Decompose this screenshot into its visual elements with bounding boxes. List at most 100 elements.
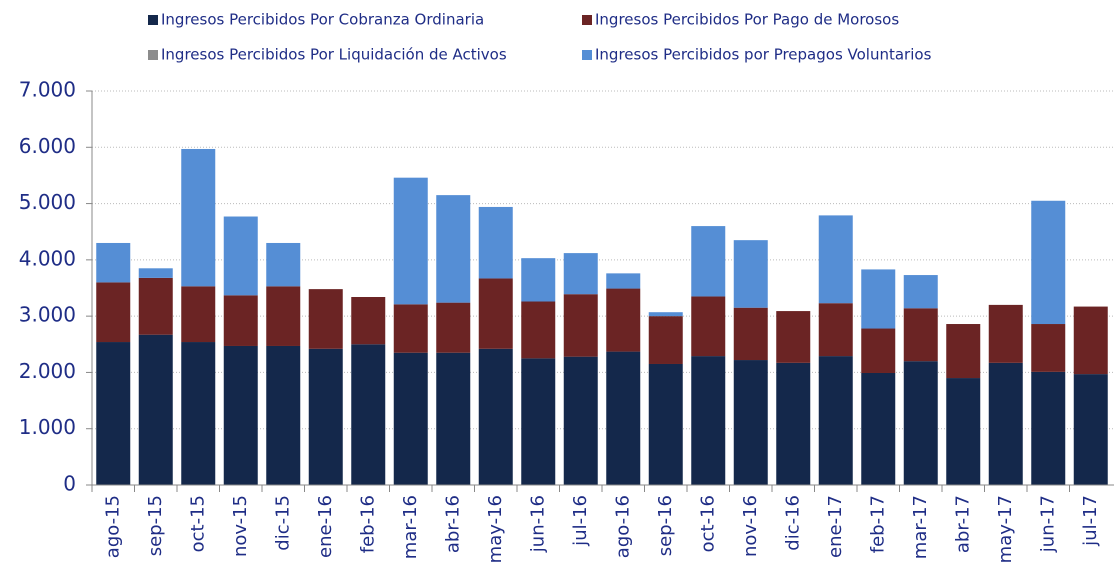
- bar-segment: [606, 351, 641, 485]
- bar-segment: [181, 286, 216, 343]
- bar-segment: [436, 302, 471, 353]
- x-tick-label: ago-16: [612, 495, 633, 558]
- legend-swatch: [582, 50, 592, 60]
- bar-segment: [903, 275, 938, 309]
- bar-segment: [478, 206, 513, 279]
- x-tick-label: nov-15: [230, 495, 251, 557]
- x-tick-label: nov-16: [740, 495, 761, 557]
- bar-segment: [1031, 371, 1066, 485]
- bar-segment: [96, 282, 131, 343]
- bar-segment: [1073, 306, 1108, 375]
- x-tick-label: abr-17: [952, 495, 973, 553]
- x-tick-label: ene-16: [315, 495, 336, 558]
- x-tick-label: abr-16: [442, 495, 463, 553]
- bar-segment: [393, 304, 428, 353]
- x-tick-label: jul-17: [1080, 495, 1101, 547]
- x-tick-label: sep-16: [655, 495, 676, 556]
- bar-segment: [521, 358, 556, 485]
- bar-segment: [733, 240, 768, 308]
- legend-swatch: [148, 15, 158, 25]
- bar-segment: [351, 297, 386, 345]
- bar-segment: [903, 308, 938, 362]
- bar-segment: [96, 342, 131, 485]
- bar-segment: [648, 312, 683, 317]
- legend-swatch: [148, 50, 158, 60]
- y-tick-label: 6.000: [19, 134, 76, 158]
- x-tick-label: ene-17: [825, 495, 846, 558]
- bar-segment: [521, 301, 556, 359]
- bar-segment: [648, 363, 683, 485]
- bar-segment: [818, 303, 853, 357]
- bar-segment: [946, 378, 981, 485]
- bar-segment: [606, 288, 641, 352]
- bar-segment: [818, 356, 853, 485]
- bar-segment: [988, 362, 1023, 485]
- x-tick-label: feb-17: [867, 495, 888, 553]
- bar-segment: [946, 324, 981, 379]
- bar-segment: [181, 342, 216, 485]
- bar-segment: [308, 289, 343, 349]
- bar-segment: [733, 360, 768, 485]
- x-tick-label: dic-15: [272, 495, 293, 551]
- x-tick-label: oct-16: [697, 495, 718, 552]
- bar-segment: [393, 177, 428, 305]
- bar-segment: [861, 328, 896, 373]
- bar-segment: [266, 345, 301, 485]
- legend-label: Ingresos Percibidos por Prepagos Volunta…: [595, 46, 932, 64]
- bar-segment: [563, 253, 598, 295]
- x-tick-label: jul-16: [570, 495, 591, 547]
- legend-swatch: [582, 15, 592, 25]
- bar-segment: [138, 277, 173, 335]
- bar-segment: [988, 304, 1023, 363]
- bar-segment: [648, 316, 683, 364]
- bar-segment: [1031, 200, 1066, 325]
- y-tick-label: 5.000: [19, 190, 76, 214]
- bar-segment: [138, 268, 173, 278]
- bar-segment: [223, 345, 258, 485]
- x-tick-label: dic-16: [782, 495, 803, 551]
- bar-segment: [776, 311, 811, 363]
- legend-label: Ingresos Percibidos Por Cobranza Ordinar…: [161, 11, 484, 29]
- bar-segment: [181, 148, 216, 287]
- bar-segment: [691, 356, 726, 485]
- bar-segment: [691, 226, 726, 297]
- x-tick-label: sep-15: [145, 495, 166, 556]
- bar-segment: [861, 372, 896, 485]
- bar-segment: [563, 356, 598, 485]
- x-tick-label: feb-16: [357, 495, 378, 553]
- bar-segment: [393, 352, 428, 485]
- y-tick-label: 2.000: [19, 359, 76, 383]
- bar-segment: [733, 307, 768, 361]
- y-tick-label: 0: [63, 472, 76, 496]
- y-tick-label: 7.000: [19, 78, 76, 102]
- y-tick-label: 4.000: [19, 246, 76, 270]
- y-tick-label: 3.000: [19, 303, 76, 327]
- x-tick-label: jun-16: [527, 495, 548, 553]
- x-tick-label: may-17: [995, 495, 1016, 563]
- bar-segment: [691, 296, 726, 357]
- bar-segment: [903, 361, 938, 485]
- bar-segment: [436, 195, 471, 303]
- bar-segment: [478, 278, 513, 349]
- bar-segment: [223, 295, 258, 346]
- bar-segment: [96, 242, 131, 283]
- bar-segment: [436, 352, 471, 485]
- bar-segment: [776, 362, 811, 485]
- bar-segment: [308, 348, 343, 485]
- x-tick-label: mar-16: [400, 495, 421, 559]
- x-tick-label: ago-15: [102, 495, 123, 558]
- x-tick-label: mar-17: [910, 495, 931, 559]
- x-tick-label: oct-15: [187, 495, 208, 552]
- bar-segment: [861, 269, 896, 329]
- y-tick-label: 1.000: [19, 415, 76, 439]
- legend-label: Ingresos Percibidos Por Pago de Morosos: [595, 11, 899, 29]
- bar-segment: [478, 348, 513, 485]
- legend-label: Ingresos Percibidos Por Liquidación de A…: [161, 46, 507, 64]
- x-tick-label: jun-17: [1037, 495, 1058, 553]
- bar-segment: [606, 273, 641, 289]
- bar-segment: [266, 242, 301, 287]
- bar-segment: [351, 344, 386, 485]
- bar-segment: [563, 294, 598, 357]
- bar-segment: [138, 334, 173, 485]
